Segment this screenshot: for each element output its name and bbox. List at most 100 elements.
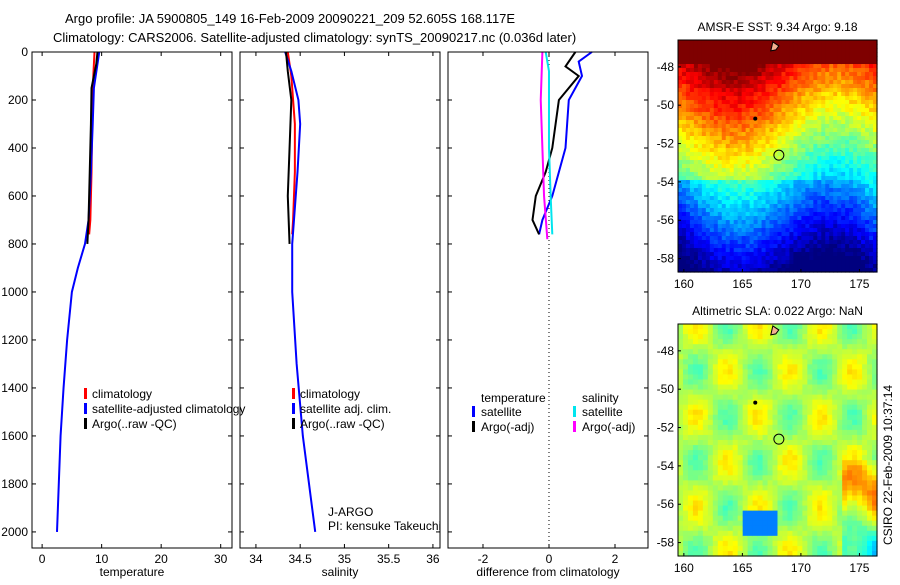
map-cell (802, 374, 808, 381)
map-cell (849, 156, 854, 161)
map-cell (747, 409, 754, 416)
map-cell (777, 419, 784, 426)
map-cell (805, 128, 810, 133)
map-cell (701, 252, 707, 257)
map-cell (707, 485, 714, 492)
map-cell (805, 100, 810, 105)
map-cell (729, 216, 735, 221)
map-cell (785, 184, 791, 189)
map-cell (873, 80, 878, 85)
map-cell (827, 505, 833, 512)
map-cell (733, 156, 739, 161)
map-cell (693, 188, 699, 193)
map-cell (777, 520, 784, 527)
map-cell (841, 72, 846, 77)
map-cell (678, 60, 683, 65)
map-cell (753, 84, 759, 89)
map-cell (737, 540, 744, 547)
map-cell (721, 204, 727, 209)
map-cell (709, 136, 715, 141)
map-cell (692, 364, 699, 370)
map-cell (772, 455, 779, 461)
map-cell (769, 156, 775, 161)
map-cell (685, 144, 691, 149)
map-cell (693, 248, 699, 253)
map-cell (717, 224, 723, 229)
map-cell (747, 515, 754, 522)
map-cell (747, 545, 754, 552)
map-cell (685, 192, 691, 197)
map-cell (782, 510, 789, 517)
map-cell (797, 500, 803, 507)
map-cell (732, 434, 739, 441)
map-cell (793, 148, 798, 153)
map-cell (817, 540, 823, 547)
map-cell (873, 104, 878, 109)
map-cell (742, 414, 749, 421)
map-cell (812, 540, 818, 547)
map-cell (813, 236, 818, 241)
map-cell (693, 180, 699, 185)
map-cell (865, 112, 870, 117)
map-cell (762, 369, 769, 376)
map-cell (761, 192, 767, 197)
map-cell (692, 510, 699, 517)
map-cell (693, 72, 699, 77)
map-cell (757, 354, 764, 360)
map-cell (852, 545, 858, 552)
map-cell (857, 424, 863, 431)
map-cell (853, 132, 858, 137)
map-cell (802, 329, 808, 335)
map-cell (857, 164, 862, 169)
map-cell (749, 104, 755, 109)
map-cell (807, 520, 813, 527)
map-cell (761, 100, 767, 105)
map-cell (845, 40, 850, 45)
map-cell (777, 160, 783, 165)
map-cell (841, 224, 846, 229)
map-cell (785, 188, 791, 193)
map-cell (745, 168, 751, 173)
map-cell (865, 100, 870, 105)
map-cell (825, 108, 830, 113)
map-cell (753, 196, 759, 201)
map-cell (693, 96, 699, 101)
map-cell (693, 104, 699, 109)
map-cell (865, 64, 870, 69)
map-cell (721, 220, 727, 225)
map-cell (841, 200, 846, 205)
map-cell (769, 120, 775, 125)
map-cell (721, 148, 727, 153)
map-cell (872, 530, 878, 537)
map-cell (825, 116, 830, 121)
map-cell (797, 92, 802, 97)
map-cell (807, 480, 813, 486)
map-cell (678, 72, 683, 77)
map-cell (872, 324, 878, 330)
map-cell (741, 196, 747, 201)
map-cell (737, 268, 743, 273)
map-cell (697, 240, 703, 245)
map-cell (832, 495, 838, 502)
map-cell (772, 520, 779, 527)
map-cell (793, 228, 798, 233)
map-cell (777, 505, 784, 512)
axes-box (31, 51, 233, 549)
map-cell (797, 168, 802, 173)
map-cell (741, 84, 747, 89)
map-cell (709, 228, 715, 233)
map-cell (725, 176, 731, 181)
map-cell (705, 260, 711, 265)
map-cell (781, 52, 787, 57)
map-cell (682, 379, 689, 386)
map-cell (689, 100, 695, 105)
map-cell (727, 455, 734, 461)
map-cell (797, 490, 803, 497)
map-cell (797, 40, 802, 45)
map-cell (777, 260, 783, 265)
map-cell (702, 324, 709, 330)
map-cell (772, 505, 779, 512)
map-cell (812, 374, 818, 381)
map-cell (707, 429, 714, 436)
map-cell (862, 339, 868, 345)
